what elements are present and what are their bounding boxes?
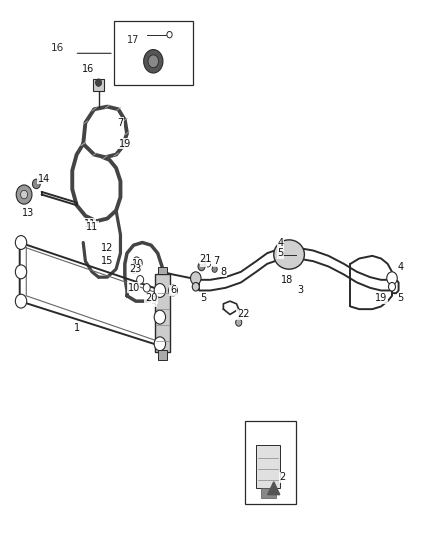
Text: 8: 8: [220, 267, 226, 277]
Text: 10: 10: [127, 283, 140, 293]
Text: 22: 22: [237, 310, 249, 319]
Text: 5: 5: [201, 294, 207, 303]
Circle shape: [15, 294, 27, 308]
Ellipse shape: [274, 240, 304, 269]
Text: 21: 21: [200, 254, 212, 263]
Text: 11: 11: [86, 222, 98, 231]
Bar: [155, 274, 170, 352]
Bar: [261, 488, 276, 498]
Circle shape: [131, 265, 138, 273]
Circle shape: [191, 272, 201, 285]
Text: 10: 10: [132, 259, 144, 269]
Circle shape: [169, 285, 177, 296]
Text: 7: 7: [117, 118, 124, 127]
Circle shape: [167, 31, 172, 38]
Circle shape: [95, 79, 102, 86]
Circle shape: [154, 310, 166, 324]
Circle shape: [389, 282, 396, 291]
Text: 17: 17: [127, 35, 139, 45]
Text: 16: 16: [50, 43, 64, 53]
Circle shape: [15, 265, 27, 279]
Text: 12: 12: [101, 243, 113, 253]
Bar: [93, 79, 104, 91]
Circle shape: [205, 261, 211, 267]
Circle shape: [154, 337, 166, 351]
Circle shape: [387, 272, 397, 285]
FancyBboxPatch shape: [114, 21, 193, 85]
Bar: [256, 445, 280, 488]
Text: 5: 5: [277, 248, 283, 258]
Text: 18: 18: [281, 275, 293, 285]
Text: 19: 19: [375, 294, 387, 303]
Circle shape: [236, 319, 242, 326]
Circle shape: [154, 284, 166, 297]
Text: 23: 23: [130, 264, 142, 274]
Bar: [158, 266, 167, 274]
Text: 20: 20: [145, 294, 157, 303]
Circle shape: [212, 266, 217, 272]
Circle shape: [137, 276, 144, 284]
Circle shape: [32, 179, 40, 189]
Text: 15: 15: [101, 256, 113, 266]
Circle shape: [144, 50, 163, 73]
Text: 4: 4: [201, 256, 207, 266]
Text: 11: 11: [84, 219, 96, 229]
Text: 14: 14: [38, 174, 50, 183]
Circle shape: [198, 262, 205, 271]
Text: 13: 13: [22, 208, 35, 218]
FancyBboxPatch shape: [245, 421, 296, 504]
Text: 19: 19: [119, 139, 131, 149]
Bar: [158, 350, 167, 360]
Circle shape: [148, 55, 159, 68]
Text: 4: 4: [398, 262, 404, 271]
Text: 7: 7: [214, 256, 220, 266]
Circle shape: [15, 236, 27, 249]
Circle shape: [133, 257, 140, 265]
Circle shape: [16, 185, 32, 204]
Text: 6: 6: [170, 286, 176, 295]
Text: 5: 5: [398, 294, 404, 303]
Circle shape: [21, 190, 28, 199]
Circle shape: [143, 284, 150, 292]
Text: 1: 1: [74, 323, 80, 333]
Text: 16: 16: [81, 64, 94, 74]
Text: 9: 9: [150, 296, 156, 306]
Text: 3: 3: [297, 286, 303, 295]
Text: 2: 2: [279, 472, 286, 482]
Text: 4: 4: [277, 238, 283, 247]
Circle shape: [192, 282, 199, 291]
